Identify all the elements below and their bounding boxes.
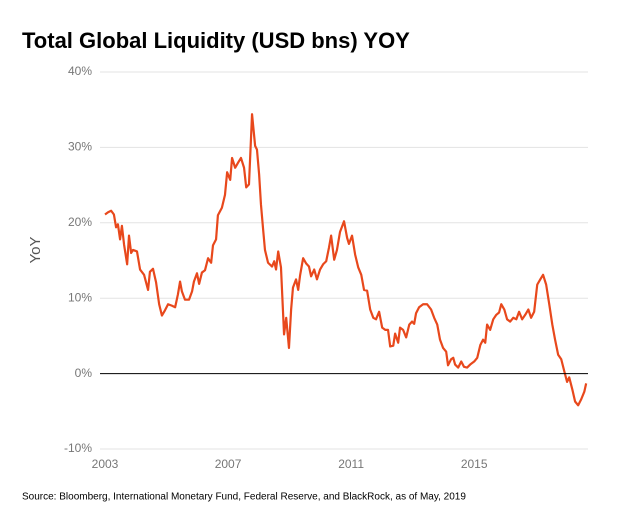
y-tick-label: 40% <box>68 64 92 78</box>
x-tick-label: 2007 <box>215 457 242 471</box>
y-tick-label: 10% <box>68 290 92 304</box>
x-tick-label: 2003 <box>92 457 119 471</box>
source-note: Source: Bloomberg, International Monetar… <box>22 492 466 503</box>
chart-title: Total Global Liquidity (USD bns) YOY <box>22 28 410 53</box>
x-tick-label: 2015 <box>461 457 488 471</box>
data-line <box>104 113 588 407</box>
y-axis-label: YoY <box>27 237 44 264</box>
y-tick-label: 20% <box>68 215 92 229</box>
y-tick-label: -10% <box>64 441 92 455</box>
x-tick-label: 2011 <box>338 457 364 471</box>
y-tick-label: 0% <box>75 366 93 380</box>
y-tick-label: 30% <box>68 140 92 154</box>
